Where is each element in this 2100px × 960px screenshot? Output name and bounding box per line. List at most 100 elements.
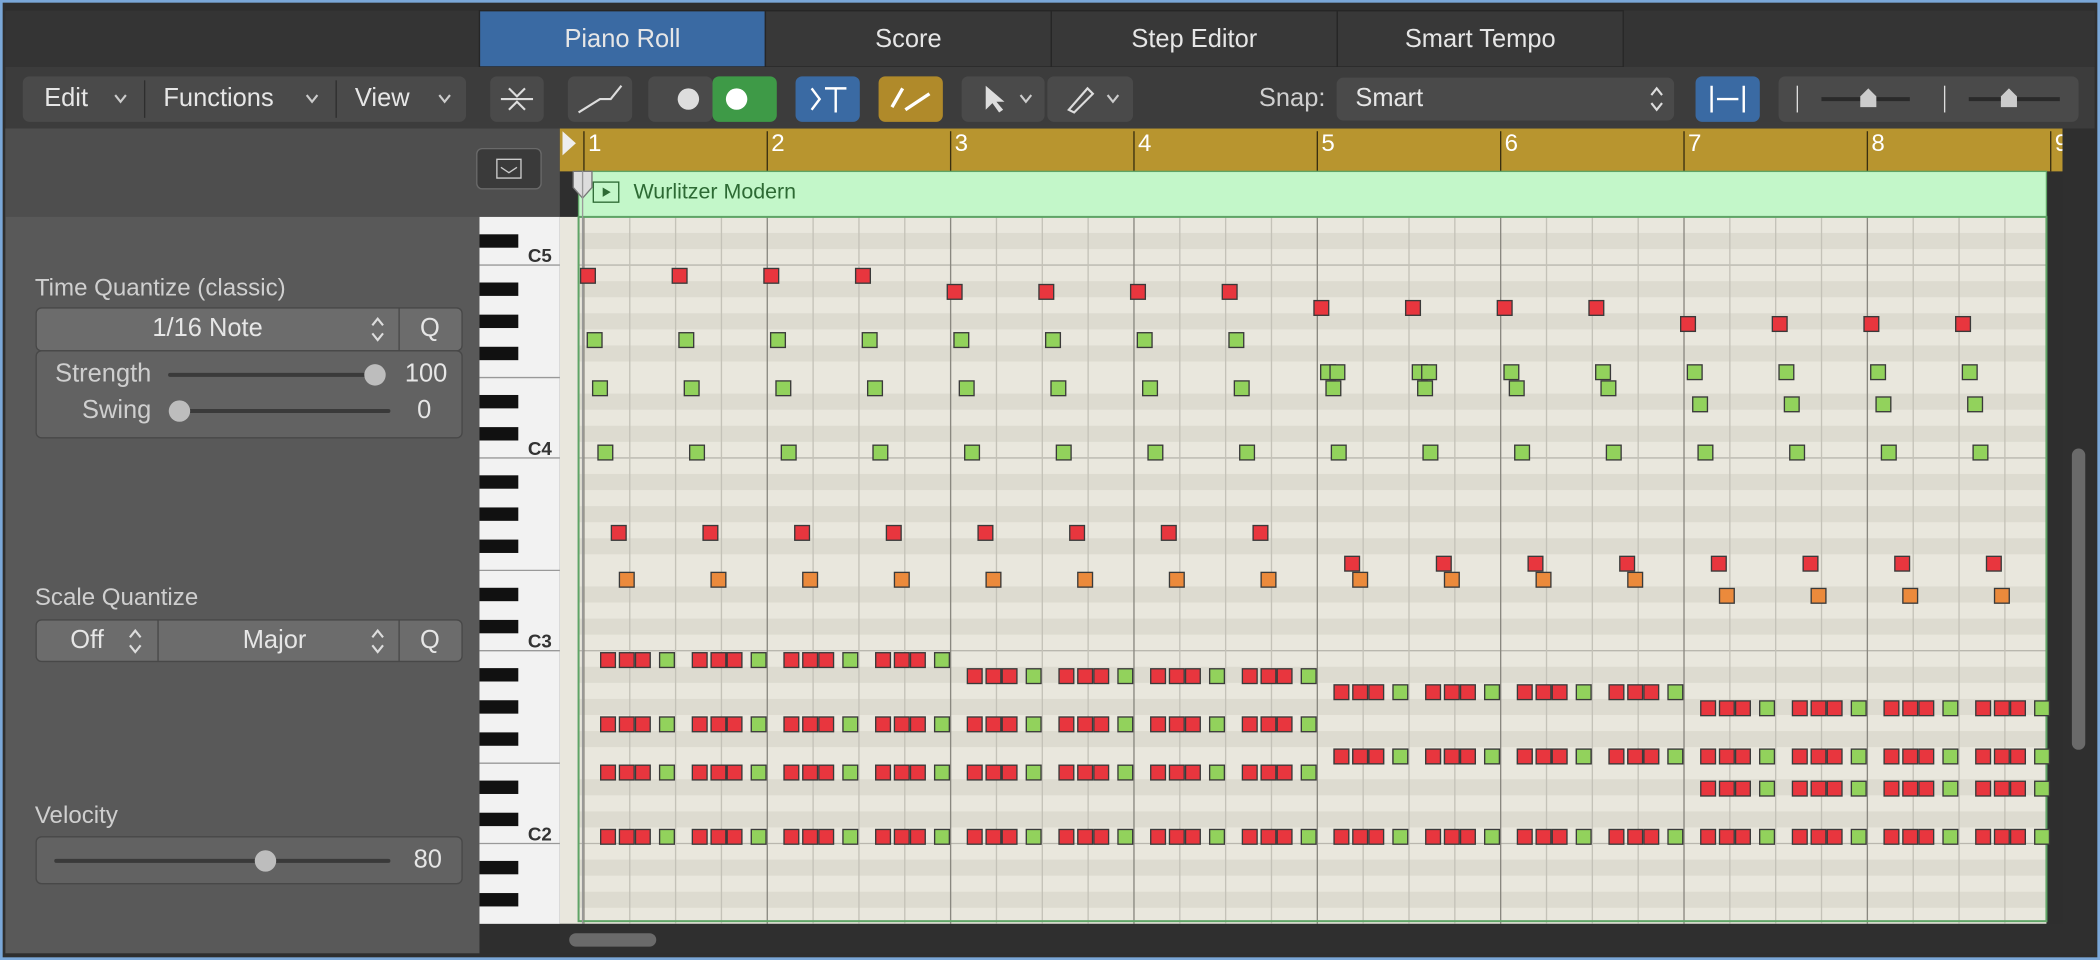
midi-note[interactable]	[909, 828, 926, 845]
midi-note[interactable]	[1902, 828, 1919, 845]
midi-note[interactable]	[1435, 555, 1452, 572]
midi-note[interactable]	[1575, 684, 1592, 701]
slider-thumb[interactable]	[168, 400, 191, 422]
midi-note[interactable]	[1718, 828, 1735, 845]
midi-note[interactable]	[710, 828, 727, 845]
midi-note[interactable]	[579, 267, 596, 284]
midi-note[interactable]	[1985, 555, 2002, 572]
midi-note[interactable]	[2009, 700, 2027, 717]
midi-note[interactable]	[1168, 828, 1185, 845]
midi-note[interactable]	[1459, 828, 1476, 845]
midi-note[interactable]	[1783, 396, 1800, 413]
midi-note[interactable]	[1588, 299, 1605, 316]
midi-note[interactable]	[599, 652, 617, 669]
midi-note[interactable]	[750, 652, 767, 669]
midi-note[interactable]	[1791, 828, 1808, 845]
midi-note[interactable]	[1734, 700, 1751, 717]
tool-button[interactable]	[795, 76, 860, 122]
midi-note[interactable]	[1404, 299, 1422, 316]
midi-note[interactable]	[909, 716, 926, 733]
midi-note[interactable]	[658, 652, 675, 669]
midi-note[interactable]	[1368, 828, 1385, 845]
midi-note[interactable]	[634, 764, 651, 781]
midi-note[interactable]	[1344, 555, 1361, 572]
midi-note[interactable]	[691, 716, 708, 733]
midi-note[interactable]	[618, 764, 635, 781]
midi-note[interactable]	[1496, 299, 1513, 316]
midi-note[interactable]	[1826, 828, 1843, 845]
midi-note[interactable]	[1527, 555, 1544, 572]
midi-note[interactable]	[875, 716, 892, 733]
midi-note[interactable]	[1239, 444, 1256, 461]
midi-note[interactable]	[1942, 748, 1959, 765]
midi-note[interactable]	[750, 716, 767, 733]
midi-note[interactable]	[1789, 444, 1806, 461]
midi-note[interactable]	[1883, 700, 1900, 717]
h-scroll-thumb[interactable]	[569, 933, 657, 947]
midi-note[interactable]	[1443, 828, 1460, 845]
midi-note[interactable]	[1422, 444, 1439, 461]
scale-dropdown[interactable]	[35, 619, 463, 663]
midi-note[interactable]	[946, 283, 963, 300]
midi-note[interactable]	[1093, 716, 1110, 733]
midi-note[interactable]	[1791, 700, 1808, 717]
midi-note[interactable]	[599, 828, 617, 845]
midi-note[interactable]	[634, 716, 651, 733]
midi-note[interactable]	[893, 652, 910, 669]
midi-note[interactable]	[1718, 780, 1735, 797]
midi-note[interactable]	[985, 571, 1002, 588]
midi-note[interactable]	[1759, 700, 1776, 717]
midi-note[interactable]	[591, 380, 609, 397]
midi-note[interactable]	[1595, 364, 1612, 381]
midi-note[interactable]	[710, 716, 727, 733]
midi-note[interactable]	[1961, 364, 1978, 381]
midi-note[interactable]	[1150, 828, 1167, 845]
slider-thumb[interactable]	[254, 850, 277, 872]
midi-note[interactable]	[802, 716, 819, 733]
midi-note[interactable]	[1368, 748, 1385, 765]
midi-note[interactable]	[1826, 780, 1843, 797]
midi-note[interactable]	[678, 332, 695, 349]
midi-note[interactable]	[1352, 571, 1369, 588]
midi-note[interactable]	[1168, 571, 1185, 588]
midi-note[interactable]	[1880, 444, 1897, 461]
midi-note[interactable]	[1875, 396, 1892, 413]
midi-note[interactable]	[985, 764, 1002, 781]
midi-note[interactable]	[966, 716, 983, 733]
midi-note[interactable]	[1168, 668, 1185, 685]
midi-note[interactable]	[1208, 716, 1226, 733]
midi-note[interactable]	[702, 524, 719, 541]
midi-note[interactable]	[818, 716, 835, 733]
midi-note[interactable]	[1142, 380, 1159, 397]
midi-note[interactable]	[1667, 828, 1684, 845]
midi-note[interactable]	[1025, 764, 1042, 781]
slider-thumb[interactable]	[1860, 88, 1877, 108]
midi-note[interactable]	[1759, 828, 1776, 845]
midi-note[interactable]	[1734, 780, 1751, 797]
midi-note[interactable]	[1918, 780, 1935, 797]
midi-note[interactable]	[710, 571, 727, 588]
slider-thumb[interactable]	[2000, 88, 2017, 108]
midi-note[interactable]	[893, 764, 910, 781]
midi-note[interactable]	[1483, 748, 1501, 765]
midi-note[interactable]	[985, 716, 1002, 733]
midi-note[interactable]	[802, 764, 819, 781]
midi-note[interactable]	[1077, 668, 1094, 685]
midi-note[interactable]	[1300, 668, 1317, 685]
midi-note[interactable]	[1514, 444, 1531, 461]
midi-note[interactable]	[1826, 748, 1843, 765]
midi-note[interactable]	[1069, 524, 1086, 541]
midi-note[interactable]	[618, 716, 635, 733]
midi-note[interactable]	[1093, 764, 1110, 781]
midi-note[interactable]	[586, 332, 603, 349]
midi-note[interactable]	[726, 716, 743, 733]
midi-note[interactable]	[1734, 828, 1751, 845]
midi-note[interactable]	[1260, 828, 1277, 845]
midi-note[interactable]	[1300, 716, 1317, 733]
midi-note[interactable]	[1627, 571, 1644, 588]
midi-note[interactable]	[1608, 748, 1625, 765]
midi-note[interactable]	[1260, 571, 1277, 588]
midi-note[interactable]	[893, 828, 910, 845]
midi-note[interactable]	[1025, 716, 1042, 733]
midi-note[interactable]	[1147, 444, 1164, 461]
